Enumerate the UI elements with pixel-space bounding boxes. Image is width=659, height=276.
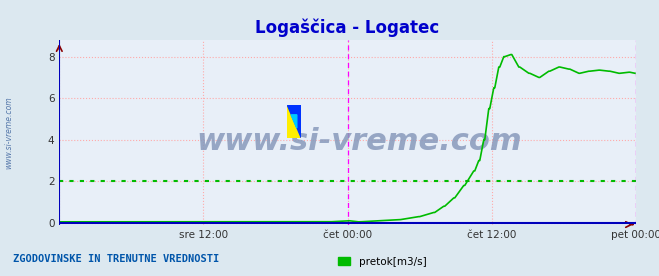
Polygon shape xyxy=(287,105,301,138)
Polygon shape xyxy=(287,105,301,138)
Text: www.si-vreme.com: www.si-vreme.com xyxy=(196,127,522,156)
Legend: pretok[m3/s]: pretok[m3/s] xyxy=(333,253,431,271)
Text: ZGODOVINSKE IN TRENUTNE VREDNOSTI: ZGODOVINSKE IN TRENUTNE VREDNOSTI xyxy=(13,254,219,264)
Title: Logaščica - Logatec: Logaščica - Logatec xyxy=(256,18,440,37)
Polygon shape xyxy=(291,115,297,128)
Text: www.si-vreme.com: www.si-vreme.com xyxy=(4,96,13,169)
